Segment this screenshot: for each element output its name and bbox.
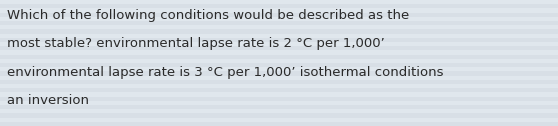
Text: Which of the following conditions would be described as the: Which of the following conditions would … xyxy=(7,9,410,22)
Bar xyxy=(0,113,558,118)
Bar xyxy=(0,25,558,29)
Bar xyxy=(0,122,558,126)
Bar xyxy=(0,21,558,25)
Bar xyxy=(0,101,558,105)
Bar xyxy=(0,105,558,109)
Text: most stable? environmental lapse rate is 2 °C per 1,000’: most stable? environmental lapse rate is… xyxy=(7,37,385,50)
Bar xyxy=(0,118,558,122)
Bar xyxy=(0,0,558,4)
Text: an inversion: an inversion xyxy=(7,94,89,107)
Bar xyxy=(0,71,558,76)
Bar xyxy=(0,97,558,101)
Bar xyxy=(0,92,558,97)
Bar xyxy=(0,59,558,63)
Bar xyxy=(0,8,558,13)
Bar xyxy=(0,50,558,55)
Bar xyxy=(0,42,558,46)
Bar xyxy=(0,13,558,17)
Bar xyxy=(0,46,558,50)
Bar xyxy=(0,34,558,38)
Bar xyxy=(0,84,558,88)
Bar xyxy=(0,76,558,80)
Bar xyxy=(0,29,558,34)
Bar xyxy=(0,38,558,42)
Bar xyxy=(0,67,558,71)
Bar xyxy=(0,80,558,84)
Bar xyxy=(0,55,558,59)
Bar xyxy=(0,17,558,21)
Text: environmental lapse rate is 3 °C per 1,000’ isothermal conditions: environmental lapse rate is 3 °C per 1,0… xyxy=(7,66,444,78)
Bar xyxy=(0,109,558,113)
Bar xyxy=(0,4,558,8)
Bar xyxy=(0,88,558,92)
Bar xyxy=(0,63,558,67)
